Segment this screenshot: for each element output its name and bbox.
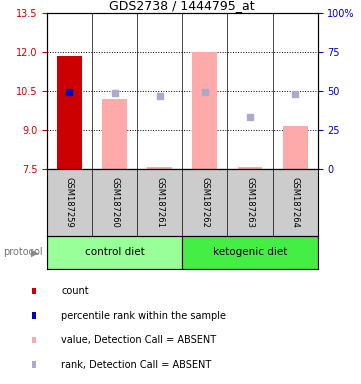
Bar (192, 52, 217, 169)
Text: ▶: ▶ (31, 247, 38, 258)
Text: rank, Detection Call = ABSENT: rank, Detection Call = ABSENT (61, 359, 212, 369)
Text: control diet: control diet (85, 247, 144, 258)
Text: ketogenic diet: ketogenic diet (213, 247, 287, 258)
Text: value, Detection Call = ABSENT: value, Detection Call = ABSENT (61, 335, 217, 345)
Text: count: count (61, 286, 89, 296)
Text: GSM187263: GSM187263 (245, 177, 255, 228)
Text: GSM187262: GSM187262 (200, 177, 209, 228)
Text: GSM187259: GSM187259 (65, 177, 74, 228)
Bar (102, 99, 127, 169)
Bar (283, 126, 308, 169)
Text: GSM187261: GSM187261 (155, 177, 164, 228)
Text: percentile rank within the sample: percentile rank within the sample (61, 311, 226, 321)
Bar (57, 56, 82, 169)
Bar (238, 167, 262, 169)
Text: protocol: protocol (4, 247, 43, 258)
Text: GSM187260: GSM187260 (110, 177, 119, 228)
Bar (32, 337, 36, 343)
Bar (147, 167, 172, 169)
Bar (182, 236, 318, 269)
Text: GSM187264: GSM187264 (291, 177, 300, 228)
Bar (32, 361, 36, 368)
Bar (47, 236, 182, 269)
Title: GDS2738 / 1444795_at: GDS2738 / 1444795_at (109, 0, 255, 12)
Bar (32, 312, 36, 319)
Bar (32, 288, 36, 295)
